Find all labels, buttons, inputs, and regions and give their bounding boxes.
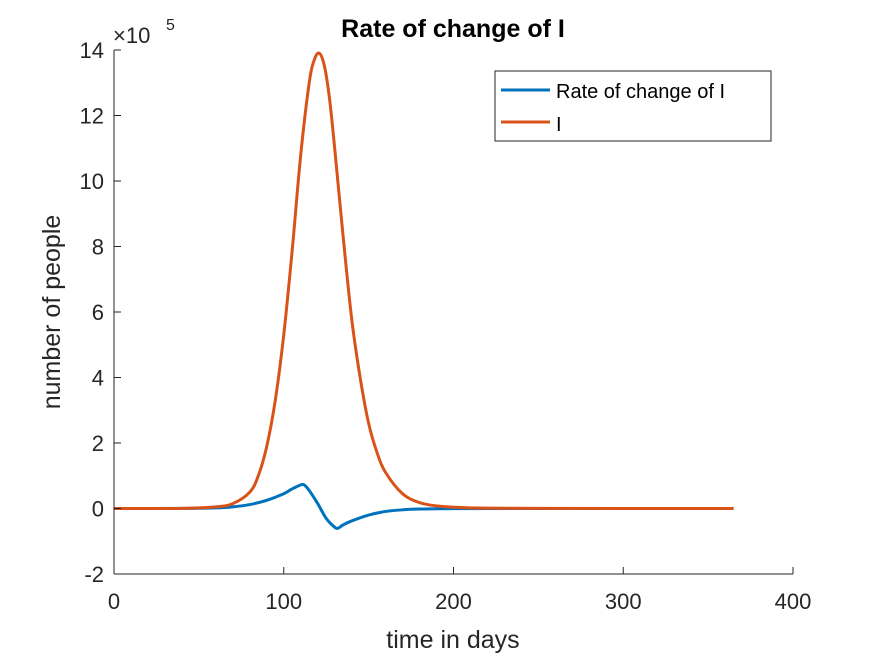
- y-multiplier-base: ×10: [113, 23, 150, 48]
- legend-label-rate: Rate of change of I: [556, 81, 725, 103]
- y-multiplier-exponent: 5: [166, 17, 175, 34]
- y-tick-label: 12: [80, 104, 104, 129]
- x-tick-label: 100: [265, 589, 302, 614]
- x-tick-label: 300: [605, 589, 642, 614]
- y-tick-label: 14: [80, 38, 104, 63]
- y-tick-label: 0: [92, 497, 104, 522]
- y-tick-label: -2: [84, 562, 104, 587]
- y-tick-label: 10: [80, 169, 104, 194]
- series-layer: [113, 51, 734, 530]
- x-axis-label: time in days: [386, 626, 519, 654]
- y-axis-label: number of people: [38, 215, 66, 410]
- y-ticks: -2 0 2 4 6 8 10 12 14: [80, 38, 121, 587]
- x-ticks: 0 100 200 300 400: [108, 567, 811, 614]
- chart-title: Rate of change of I: [341, 15, 565, 43]
- series-line-rate-of-change: [113, 482, 734, 530]
- x-tick-label: 0: [108, 589, 120, 614]
- y-multiplier: ×10 5: [113, 17, 175, 48]
- y-tick-label: 8: [92, 235, 104, 260]
- y-tick-label: 2: [92, 431, 104, 456]
- y-tick-label: 4: [92, 366, 104, 391]
- x-tick-label: 200: [435, 589, 472, 614]
- y-tick-label: 6: [92, 300, 104, 325]
- series-line-i: [113, 51, 734, 511]
- x-tick-label: 400: [775, 589, 812, 614]
- legend: Rate of change of I I: [494, 70, 772, 142]
- legend-label-i: I: [556, 114, 562, 136]
- legend-box: [494, 70, 772, 142]
